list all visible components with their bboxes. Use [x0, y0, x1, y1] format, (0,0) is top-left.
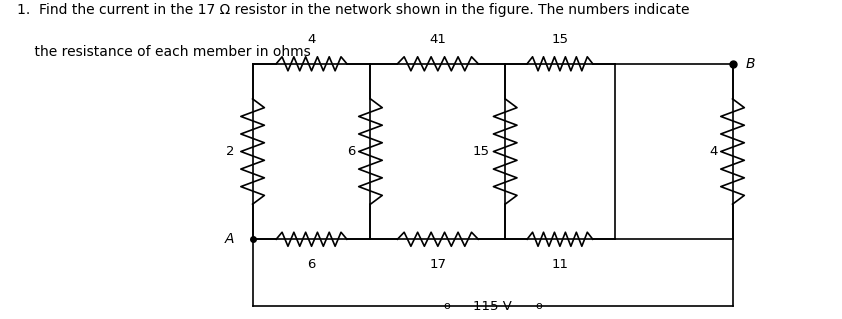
Text: 6: 6 [347, 145, 355, 158]
Text: 2: 2 [226, 145, 234, 158]
Text: 115 V: 115 V [473, 300, 512, 313]
Text: 6: 6 [307, 258, 316, 271]
Text: o: o [443, 301, 450, 311]
Text: 11: 11 [552, 258, 568, 271]
Text: B: B [745, 57, 754, 71]
Text: A: A [225, 232, 234, 246]
Text: the resistance of each member in ohms: the resistance of each member in ohms [17, 45, 311, 59]
Text: 4: 4 [307, 33, 316, 46]
Text: 41: 41 [429, 33, 446, 46]
Text: 17: 17 [429, 258, 446, 271]
Text: 15: 15 [473, 145, 490, 158]
Text: 1.  Find the current in the 17 Ω resistor in the network shown in the figure. Th: 1. Find the current in the 17 Ω resistor… [17, 3, 690, 17]
Text: 4: 4 [709, 145, 717, 158]
Text: 15: 15 [552, 33, 568, 46]
Text: o: o [536, 301, 542, 311]
